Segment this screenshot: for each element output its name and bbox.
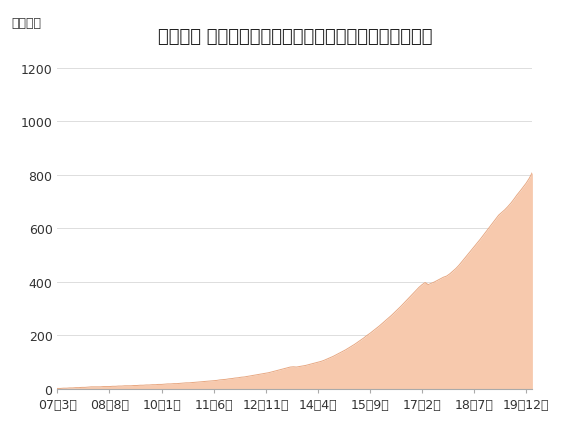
Text: （億円）: （億円） — [11, 17, 41, 30]
Title: 「セゾン 資産形成の達人ファンド」の純資産残高の推移: 「セゾン 資産形成の達人ファンド」の純資産残高の推移 — [158, 28, 432, 46]
